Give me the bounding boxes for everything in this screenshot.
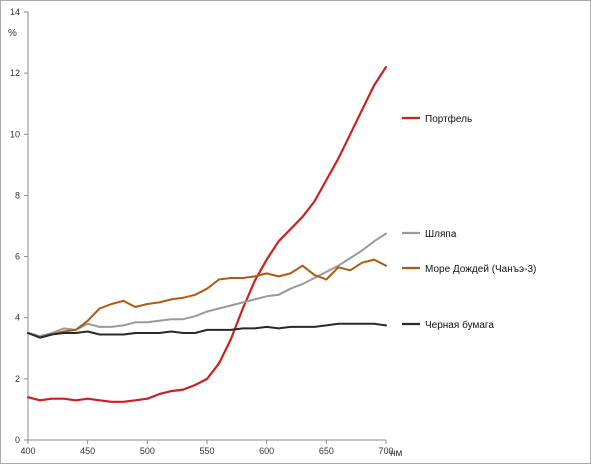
series-layer	[26, 65, 388, 403]
chart-axes: 0 2 4 6 8 10 12 14 400 450 500 550 600 650 700	[10, 7, 394, 456]
y-tick-label: 6	[15, 252, 20, 262]
y-tick-label: 8	[15, 190, 20, 200]
y-tick-label: 2	[15, 374, 20, 384]
series-line-4	[27, 322, 387, 339]
y-tick-label: 0	[15, 435, 20, 445]
y-tick-label: 4	[15, 313, 20, 323]
series-line-1	[26, 65, 388, 403]
x-axis-label: нм	[390, 448, 403, 459]
legend-label-3: Море Дождей (Чанъэ-3)	[425, 264, 536, 275]
legend-label-1: Портфель	[425, 113, 472, 125]
y-tick-label: 12	[10, 68, 20, 78]
legend-label-2: Шляпа	[425, 229, 457, 240]
legend-label-4: Черная бумага	[425, 319, 494, 331]
series-line-3	[27, 258, 387, 339]
x-tick-label: 400	[20, 446, 35, 456]
y-axis-label: %	[8, 28, 17, 39]
x-tick-label: 550	[199, 446, 214, 456]
chart-legend: Портфель Шляпа Море Дождей (Чанъэ-3) Черная…	[402, 113, 536, 331]
x-tick-label: 450	[80, 446, 95, 456]
y-tick-label: 10	[10, 129, 20, 139]
series-line-2	[27, 232, 387, 338]
y-tick-label: 14	[10, 7, 20, 17]
x-tick-label: 600	[259, 446, 274, 456]
x-tick-label: 500	[140, 446, 155, 456]
x-tick-label: 700	[378, 446, 393, 456]
x-tick-label: 650	[319, 446, 334, 456]
